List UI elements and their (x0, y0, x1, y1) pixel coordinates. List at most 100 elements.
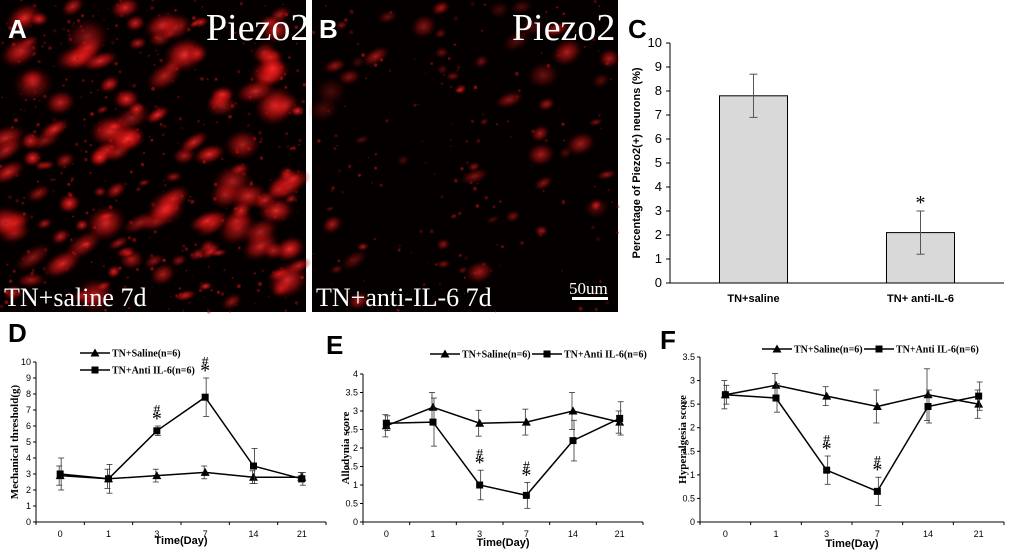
fluorescent-speck (179, 24, 183, 28)
fluorescent-speck (429, 229, 434, 234)
fluorescent-speck (242, 42, 245, 45)
y-tick-label: 2 (353, 443, 358, 453)
fluorescent-speck (273, 52, 276, 54)
fluorescent-speck (12, 269, 16, 273)
fluorescent-speck (212, 106, 216, 109)
fluorescent-speck (174, 206, 179, 210)
fluorescent-cell (527, 61, 560, 89)
fluorescent-cell (186, 43, 209, 64)
fluorescent-speck (109, 82, 114, 87)
data-point-triangle (521, 417, 531, 426)
fluorescent-speck (163, 179, 165, 182)
fluorescent-speck (89, 171, 92, 175)
significance-marker: * (152, 408, 162, 430)
series-line-square (60, 396, 303, 480)
fluorescent-speck (123, 123, 126, 126)
series-line-triangle (386, 406, 620, 427)
fluorescent-speck (546, 63, 551, 68)
fluorescent-cell (285, 172, 302, 185)
fluorescent-speck (210, 288, 213, 292)
x-tick-label: TN+saline (727, 293, 779, 305)
fluorescent-speck (453, 178, 458, 183)
x-tick-label: 3 (477, 529, 482, 539)
fluorescent-speck (301, 99, 305, 104)
fluorescent-speck (107, 8, 109, 10)
y-tick-label: 5 (655, 155, 662, 170)
fluorescent-speck (97, 10, 99, 12)
micrograph-a-caption: TN+saline 7d (4, 283, 146, 312)
fluorescent-speck (194, 68, 197, 71)
fluorescent-speck (199, 254, 203, 258)
fluorescent-cell (454, 87, 465, 94)
fluorescent-cell (107, 236, 130, 251)
fluorescent-cell (221, 293, 243, 311)
y-tick-label: 0 (353, 517, 358, 527)
fluorescent-speck (365, 77, 368, 80)
fluorescent-speck (207, 310, 211, 314)
significance-marker: # (476, 447, 483, 462)
fluorescent-speck (286, 144, 290, 148)
fluorescent-speck (20, 92, 22, 95)
fluorescent-speck (498, 264, 500, 266)
fluorescent-speck (8, 26, 13, 30)
fluorescent-speck (181, 256, 183, 258)
fluorescent-speck (1, 96, 4, 99)
fluorescent-speck (441, 6, 444, 8)
fluorescent-speck (524, 33, 526, 35)
fluorescent-speck (38, 157, 40, 159)
fluorescent-speck (267, 295, 270, 298)
fluorescent-speck (440, 82, 444, 86)
fluorescent-speck (480, 29, 484, 32)
y-tick-label: 8 (655, 83, 662, 98)
fluorescent-speck (284, 309, 288, 312)
fluorescent-speck (214, 77, 218, 81)
legend-entry: TN+Anti IL-6(n=6) (112, 366, 195, 377)
fluorescent-speck (36, 123, 40, 127)
fluorescent-speck (284, 12, 289, 17)
fluorescent-speck (22, 258, 24, 260)
fluorescent-speck (142, 151, 146, 155)
fluorescent-speck (607, 189, 610, 192)
significance-marker: * (822, 438, 832, 460)
fluorescent-speck (151, 202, 156, 207)
fluorescent-cell (42, 249, 82, 279)
fluorescent-speck (234, 102, 238, 105)
fluorescent-speck (174, 9, 177, 12)
fluorescent-speck (36, 180, 40, 183)
fluorescent-speck (90, 91, 92, 94)
fluorescent-cell (565, 131, 596, 156)
fluorescent-speck (222, 106, 227, 110)
fluorescent-speck (102, 147, 105, 149)
fluorescent-speck (127, 236, 132, 240)
fluorescent-speck (388, 69, 392, 73)
fluorescent-speck (501, 245, 504, 249)
y-tick-label: 7 (655, 107, 662, 122)
fluorescent-speck (126, 276, 129, 279)
fluorescent-speck (397, 248, 401, 252)
fluorescent-speck (15, 173, 19, 177)
fluorescent-speck (267, 243, 270, 246)
fluorescent-cell (589, 199, 602, 212)
fluorescent-speck (255, 247, 258, 250)
fluorescent-speck (545, 11, 548, 14)
fluorescent-speck (60, 42, 62, 45)
fluorescent-speck (183, 293, 188, 297)
fluorescent-speck (179, 293, 182, 296)
y-tick-label: 0 (26, 517, 31, 527)
fluorescent-speck (204, 150, 208, 154)
fluorescent-speck (26, 249, 31, 254)
data-point-triangle (872, 402, 882, 410)
micrograph-b-caption: TN+anti-IL-6 7d (316, 283, 492, 312)
fluorescent-speck (273, 214, 277, 219)
fluorescent-speck (192, 16, 196, 20)
fluorescent-speck (228, 310, 232, 313)
fluorescent-cell (127, 101, 146, 117)
fluorescent-speck (556, 6, 559, 9)
fluorescent-speck (413, 103, 417, 107)
fluorescent-cell (36, 217, 53, 230)
y-tick-label: 3 (26, 469, 31, 479)
fluorescent-speck (164, 267, 167, 271)
data-point-triangle (923, 390, 933, 399)
fluorescent-speck (276, 112, 279, 115)
panel-letter: F (660, 325, 676, 355)
